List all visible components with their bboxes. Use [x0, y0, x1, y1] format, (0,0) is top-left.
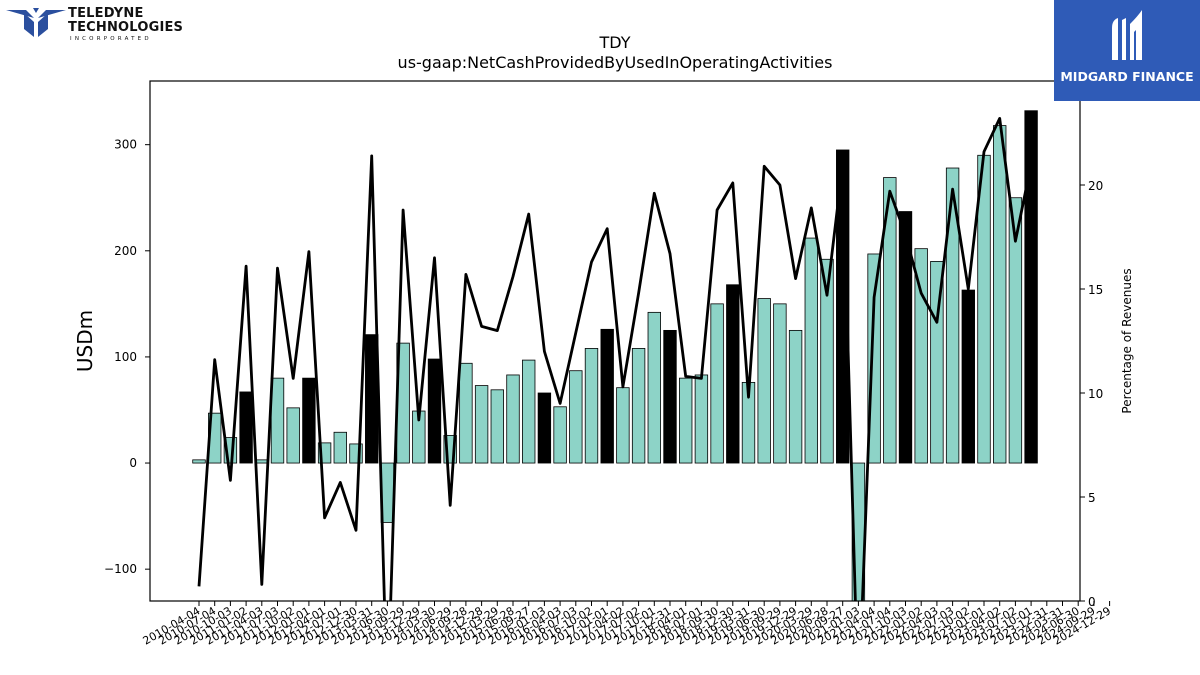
teledyne-emblem-icon	[6, 8, 66, 37]
quarter-bar	[616, 387, 630, 464]
y2-tick-label: 15	[1088, 283, 1103, 297]
quarter-bar	[459, 362, 473, 464]
annual-bar	[239, 391, 253, 464]
y-axis-label: USDm	[73, 310, 97, 372]
teledyne-logo-line-1: TELEDYNE	[68, 6, 144, 21]
quarter-bar	[631, 348, 646, 464]
annual-bar	[898, 211, 913, 464]
y2-tick-label: 0	[1088, 595, 1096, 609]
quarter-bar	[333, 431, 347, 464]
quarter-bar	[945, 167, 960, 464]
quarter-bar	[569, 370, 583, 464]
teledyne-logo: TELEDYNE TECHNOLOGIES INCORPORATED	[6, 6, 183, 46]
quarter-bar	[820, 258, 834, 464]
percentage-line	[197, 117, 1033, 601]
annual-bar	[537, 392, 552, 464]
annual-bar	[600, 328, 614, 464]
y-tick-label: −100	[104, 562, 137, 576]
chart-title: TDY	[599, 33, 631, 52]
quarter-bar	[553, 406, 567, 464]
annual-bar	[302, 377, 316, 464]
quarter-bar	[506, 374, 520, 464]
annual-bar	[1024, 110, 1038, 464]
y2-tick-label: 10	[1088, 387, 1103, 401]
quarter-bar	[710, 303, 724, 464]
quarter-bar	[522, 359, 536, 464]
midgard-finance-wordmark: MIDGARD FINANCE	[1060, 69, 1194, 84]
y-tick-label: 100	[114, 350, 137, 364]
quarter-bar	[757, 298, 771, 464]
y2-axis-label: Percentage of Revenues	[1120, 268, 1134, 413]
quarter-bar	[930, 261, 944, 464]
quarter-bar	[679, 377, 693, 464]
quarter-bar	[474, 385, 489, 464]
quarter-bar	[584, 348, 599, 464]
quarter-bar	[192, 459, 206, 464]
quarter-bar	[286, 407, 300, 464]
quarter-bar	[788, 329, 803, 464]
quarter-bar	[694, 374, 709, 464]
chart-subtitle: us-gaap:NetCashProvidedByUsedInOperating…	[398, 53, 833, 72]
y2-tick-label: 20	[1088, 179, 1103, 193]
quarter-bar	[490, 389, 504, 464]
quarter-bar	[647, 311, 661, 464]
y2-tick-label: 5	[1088, 491, 1096, 505]
quarter-bar	[883, 177, 897, 464]
quarter-bar	[255, 459, 269, 464]
teledyne-logo-sub: INCORPORATED	[70, 36, 152, 42]
quarter-bar	[773, 303, 787, 464]
quarter-bar	[993, 125, 1007, 464]
quarter-bar	[804, 237, 818, 464]
quarter-bar	[914, 248, 928, 464]
midgard-finance-logo: MIDGARD FINANCE	[1054, 0, 1200, 101]
teledyne-logo-line-2: TECHNOLOGIES	[68, 20, 184, 35]
annual-bar	[726, 284, 740, 464]
annual-bar	[663, 329, 677, 464]
y-tick-label: 0	[129, 456, 137, 470]
annual-bar	[961, 289, 975, 464]
quarter-bar	[1008, 197, 1023, 464]
plot-frame	[149, 80, 1081, 602]
quarter-bar	[270, 377, 285, 464]
annual-bar	[427, 358, 442, 464]
y-tick-label: 300	[114, 138, 137, 152]
y-tick-label: 200	[114, 244, 137, 258]
midgard-emblem-icon	[1112, 10, 1142, 60]
